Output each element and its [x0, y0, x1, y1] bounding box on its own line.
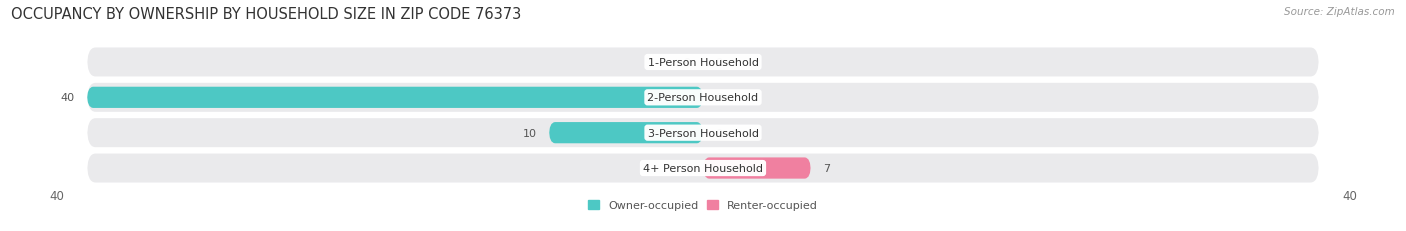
Text: 0: 0: [716, 93, 723, 103]
FancyBboxPatch shape: [87, 154, 1319, 183]
FancyBboxPatch shape: [87, 87, 703, 109]
Text: 4+ Person Household: 4+ Person Household: [643, 163, 763, 173]
FancyBboxPatch shape: [87, 83, 1319, 112]
Legend: Owner-occupied, Renter-occupied: Owner-occupied, Renter-occupied: [588, 200, 818, 210]
Text: 10: 10: [523, 128, 537, 138]
Text: 3-Person Household: 3-Person Household: [648, 128, 758, 138]
Text: 40: 40: [49, 189, 63, 202]
FancyBboxPatch shape: [548, 122, 703, 144]
Text: 0: 0: [716, 58, 723, 68]
Text: Source: ZipAtlas.com: Source: ZipAtlas.com: [1284, 7, 1395, 17]
Text: 40: 40: [1343, 189, 1357, 202]
Text: 40: 40: [60, 93, 75, 103]
Text: 0: 0: [716, 128, 723, 138]
Text: 1-Person Household: 1-Person Household: [648, 58, 758, 68]
FancyBboxPatch shape: [87, 119, 1319, 148]
FancyBboxPatch shape: [87, 48, 1319, 77]
Text: 0: 0: [683, 163, 690, 173]
Text: 0: 0: [683, 58, 690, 68]
FancyBboxPatch shape: [703, 158, 811, 179]
Text: 2-Person Household: 2-Person Household: [647, 93, 759, 103]
Text: OCCUPANCY BY OWNERSHIP BY HOUSEHOLD SIZE IN ZIP CODE 76373: OCCUPANCY BY OWNERSHIP BY HOUSEHOLD SIZE…: [11, 7, 522, 22]
Text: 7: 7: [823, 163, 830, 173]
